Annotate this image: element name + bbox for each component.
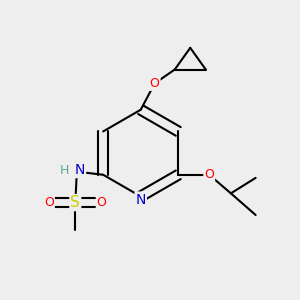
Text: N: N bbox=[136, 193, 146, 206]
Text: O: O bbox=[204, 168, 214, 181]
Text: O: O bbox=[150, 77, 160, 90]
Text: O: O bbox=[97, 196, 106, 209]
Text: N: N bbox=[75, 163, 85, 177]
Text: O: O bbox=[44, 196, 54, 209]
Text: H: H bbox=[60, 164, 69, 177]
Text: S: S bbox=[70, 195, 80, 210]
